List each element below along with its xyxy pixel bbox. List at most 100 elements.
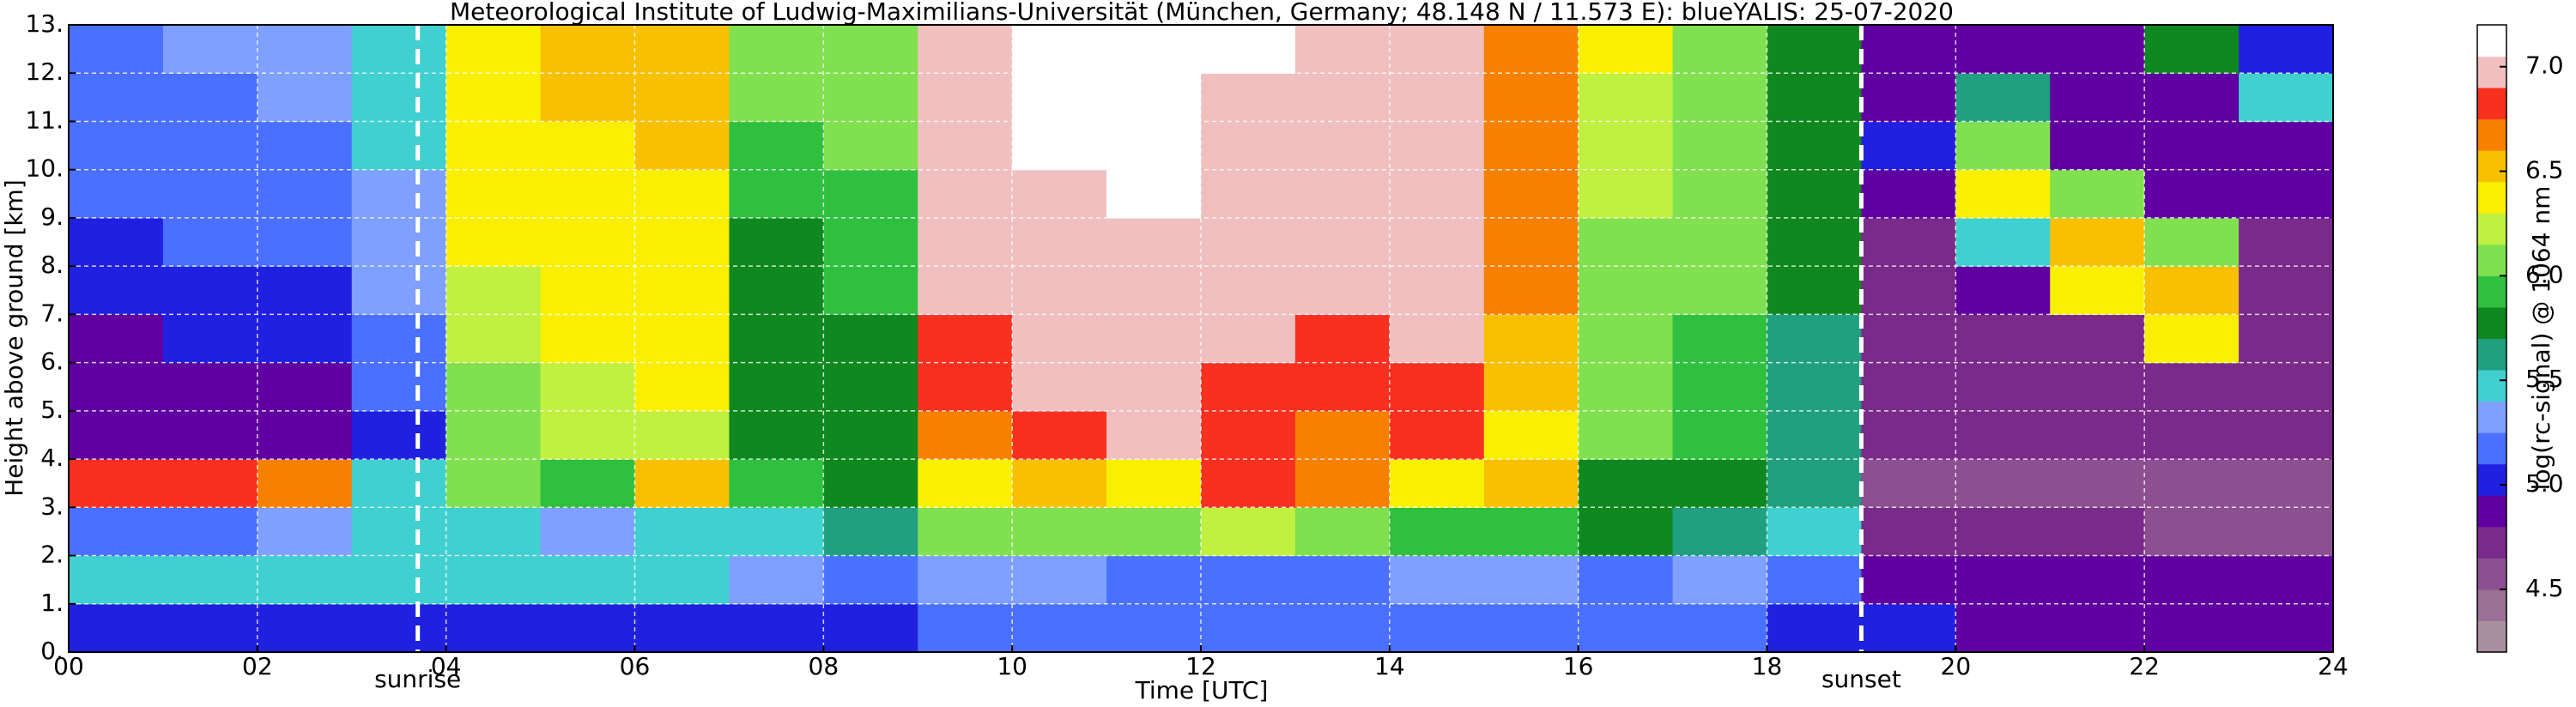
heatmap-cell — [823, 555, 918, 605]
heatmap-cell — [823, 314, 918, 364]
heatmap-cell — [1861, 217, 1956, 267]
heatmap-cell — [1106, 603, 1202, 653]
heatmap-cell — [2050, 266, 2145, 315]
heatmap-cell — [162, 314, 258, 364]
heatmap-cell — [1767, 25, 1863, 74]
heatmap-cell — [1767, 555, 1863, 605]
heatmap-cell — [1389, 603, 1485, 653]
heatmap-cell — [1106, 314, 1202, 364]
heatmap-cell — [1012, 410, 1107, 460]
heatmap-cell — [445, 73, 542, 123]
heatmap-cell — [1861, 25, 1956, 74]
heatmap-cell — [69, 603, 164, 653]
heatmap-cell — [540, 266, 636, 315]
heatmap-cell — [540, 555, 636, 605]
y-axis-label: Height above ground [km] — [0, 179, 28, 497]
heatmap-cell — [1955, 362, 2051, 412]
heatmap-cell — [1672, 314, 1768, 364]
heatmap-cell — [1861, 362, 1956, 412]
heatmap-cell — [1672, 603, 1768, 653]
heatmap-cell — [351, 507, 447, 557]
heatmap-cell — [1767, 603, 1863, 653]
heatmap-cell — [540, 314, 636, 364]
colorbar-tick-label: 5.5 — [2525, 365, 2564, 393]
heatmap-cell — [1012, 217, 1107, 267]
y-tick-label: 2. — [40, 541, 64, 569]
heatmap-cell — [1861, 459, 1956, 508]
heatmap-cell — [918, 169, 1013, 219]
heatmap-cell — [1389, 25, 1485, 74]
heatmap-cell — [2239, 217, 2334, 267]
heatmap-cell — [1106, 25, 1202, 74]
heatmap-cell — [1767, 266, 1863, 315]
heatmap-cell — [2144, 314, 2240, 364]
heatmap-cell — [1012, 121, 1107, 171]
heatmap-cell — [445, 603, 542, 653]
heatmap-cell — [69, 362, 164, 412]
heatmap-cell — [1483, 362, 1579, 412]
heatmap-cell — [1294, 362, 1391, 412]
heatmap-cell — [1767, 121, 1863, 171]
heatmap-cell — [1861, 507, 1956, 557]
annotation-label: sunset — [1821, 665, 1901, 693]
heatmap-cell — [1861, 266, 1956, 315]
heatmap-cell — [1861, 314, 1956, 364]
heatmap-cell — [351, 410, 447, 460]
x-tick-label: 12 — [1185, 652, 1216, 680]
heatmap-cell — [2050, 603, 2145, 653]
heatmap-cell — [1672, 266, 1768, 315]
heatmap-cell — [2050, 25, 2145, 74]
heatmap-cell — [1294, 555, 1391, 605]
heatmap-cell — [257, 362, 353, 412]
heatmap-cell — [1294, 459, 1391, 508]
heatmap-cell — [1483, 314, 1579, 364]
heatmap-cell — [1672, 362, 1768, 412]
heatmap-cell — [2239, 555, 2334, 605]
x-tick-label: 08 — [809, 652, 839, 680]
heatmap-cell — [1767, 459, 1863, 508]
heatmap-cell — [351, 266, 447, 315]
heatmap-cell — [918, 459, 1013, 508]
heatmap-cell — [823, 410, 918, 460]
heatmap-cell — [2050, 362, 2145, 412]
heatmap-cell — [1106, 410, 1202, 460]
heatmap-cell — [2050, 507, 2145, 557]
heatmap-cell — [257, 314, 353, 364]
heatmap-cell — [351, 73, 447, 123]
heatmap-cell — [540, 362, 636, 412]
heatmap-cell — [162, 603, 258, 653]
y-tick-label: 4. — [40, 444, 64, 472]
heatmap-cell — [1861, 121, 1956, 171]
heatmap-cell — [2050, 73, 2145, 123]
heatmap-cell — [634, 459, 730, 508]
heatmap-cell — [1672, 121, 1768, 171]
heatmap-cell — [634, 121, 730, 171]
colorbar-segment — [2477, 620, 2506, 653]
heatmap-cell — [1201, 555, 1296, 605]
heatmap-cell — [918, 121, 1013, 171]
heatmap-cell — [257, 169, 353, 219]
colorbar-tick-label: 6.0 — [2525, 260, 2564, 288]
heatmap-cell — [1294, 410, 1391, 460]
heatmap-cell — [1578, 25, 1674, 74]
colorbar-tick-label: 6.5 — [2525, 156, 2564, 184]
colorbar-segment — [2477, 88, 2506, 120]
heatmap-cell — [1389, 217, 1485, 267]
heatmap-cell — [1578, 217, 1674, 267]
heatmap-cell — [351, 555, 447, 605]
heatmap-cell — [918, 73, 1013, 123]
heatmap-cell — [162, 25, 258, 74]
heatmap-cell — [445, 362, 542, 412]
heatmap-cell — [69, 73, 164, 123]
y-tick-label: 10. — [25, 154, 64, 183]
heatmap-cell — [2050, 410, 2145, 460]
heatmap-cell — [823, 73, 918, 123]
heatmap-cell — [2239, 459, 2334, 508]
heatmap-cell — [918, 25, 1013, 74]
heatmap-cell — [1861, 169, 1956, 219]
heatmap-cell — [257, 266, 353, 315]
colorbar-segment — [2477, 463, 2506, 496]
heatmap-cell — [729, 459, 824, 508]
x-tick-label: 16 — [1563, 652, 1594, 680]
heatmap-cell — [1389, 362, 1485, 412]
